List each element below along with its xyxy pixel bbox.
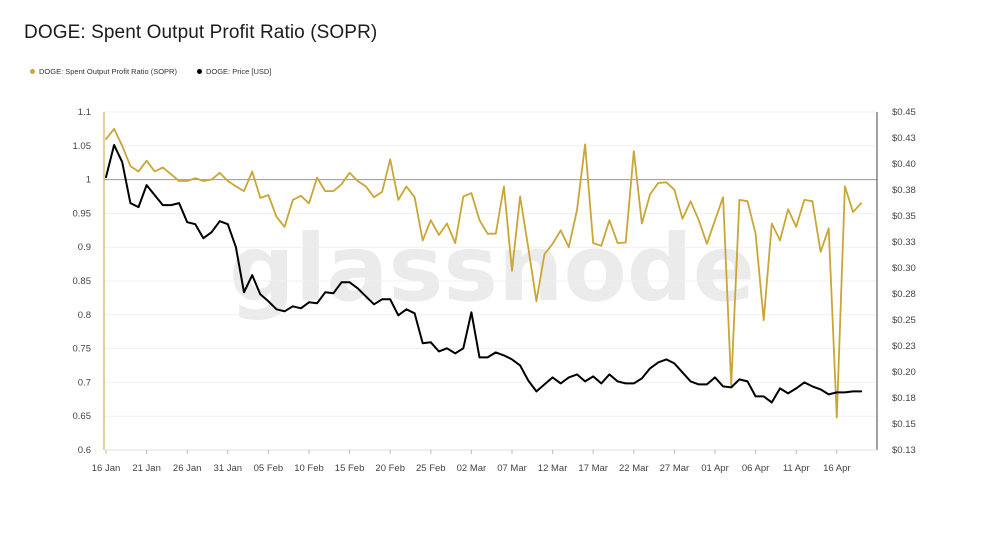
series-lines	[105, 127, 863, 419]
legend-item-sopr[interactable]: DOGE: Spent Output Profit Ratio (SOPR)	[30, 67, 177, 76]
axes: 0.6 0.65 0.7 0.75 0.8 0.85 0.9 0.95 1 1.05 1.1 $0.1…	[73, 107, 916, 474]
y-right-tick-label: $0.28	[892, 289, 916, 300]
legend: DOGE: Spent Output Profit Ratio (SOPR) D…	[30, 67, 271, 76]
y-left-tick-label: 0.8	[78, 310, 91, 321]
y-right-tick-label: $0.33	[892, 237, 916, 248]
x-tick-label: 27 Mar	[660, 463, 690, 474]
y-right-tick-label: $0.30	[892, 263, 916, 274]
y-right-tick-label: $0.15	[892, 419, 916, 430]
legend-label-sopr: DOGE: Spent Output Profit Ratio (SOPR)	[39, 67, 177, 76]
legend-label-price: DOGE: Price [USD]	[205, 67, 272, 76]
y-right-tick-label: $0.13	[892, 445, 916, 456]
y-left-tick-label: 0.9	[78, 242, 91, 253]
y-right-tick-label: $0.40	[892, 159, 916, 170]
grid	[104, 111, 877, 451]
y-right-tick-label: $0.20	[892, 367, 916, 378]
y-left-tick-label: 0.85	[73, 276, 92, 287]
x-tick-label: 25 Feb	[416, 463, 446, 474]
y-left-tick-label: 0.75	[73, 344, 92, 355]
y-right-tick-label: $0.18	[892, 393, 916, 404]
y-right-tick-label: $0.45	[892, 107, 916, 118]
x-tick-label: 21 Jan	[132, 463, 161, 474]
x-tick-label: 12 Mar	[538, 463, 568, 474]
x-tick-label: 20 Feb	[375, 463, 405, 474]
x-tick-label: 16 Apr	[823, 463, 850, 474]
x-tick-label: 16 Jan	[92, 463, 121, 474]
x-tick-label: 01 Apr	[701, 463, 728, 474]
x-tick-label: 02 Mar	[457, 463, 487, 474]
x-tick-label: 26 Jan	[173, 463, 202, 474]
x-tick-label: 10 Feb	[294, 463, 324, 474]
y-left-tick-label: 0.65	[73, 411, 92, 422]
y-right-tick-label: $0.43	[892, 133, 916, 144]
y-left-tick-label: 0.6	[78, 445, 91, 456]
y-left-tick-label: 1.1	[78, 107, 91, 118]
x-tick-label: 06 Apr	[742, 463, 769, 474]
y-right-tick-label: $0.35	[892, 211, 916, 222]
y-left-tick-label: 1	[86, 175, 91, 186]
x-tick-label: 31 Jan	[214, 463, 243, 474]
x-tick-label: 07 Mar	[497, 463, 527, 474]
legend-marker-price	[196, 69, 202, 74]
legend-marker-sopr	[30, 69, 35, 74]
x-tick-label: 11 Apr	[783, 463, 810, 474]
price-series-line	[105, 144, 863, 404]
y-left-tick-label: 0.95	[73, 208, 92, 219]
x-tick-label: 05 Feb	[254, 463, 284, 474]
y-right-tick-label: $0.25	[892, 315, 916, 326]
y-left-tick-label: 0.7	[78, 377, 91, 388]
y-left-tick-label: 1.05	[73, 141, 92, 152]
sopr-series-line	[105, 127, 863, 419]
watermark-logo: glassnode	[229, 215, 755, 322]
chart-title: DOGE: Spent Output Profit Ratio (SOPR)	[24, 22, 378, 43]
legend-item-price[interactable]: DOGE: Price [USD]	[196, 67, 272, 76]
x-tick-label: 15 Feb	[335, 463, 365, 474]
y-right-tick-label: $0.23	[892, 341, 916, 352]
y-right-tick-label: $0.38	[892, 185, 916, 196]
x-tick-label: 22 Mar	[619, 463, 649, 474]
x-tick-label: 17 Mar	[578, 463, 608, 474]
